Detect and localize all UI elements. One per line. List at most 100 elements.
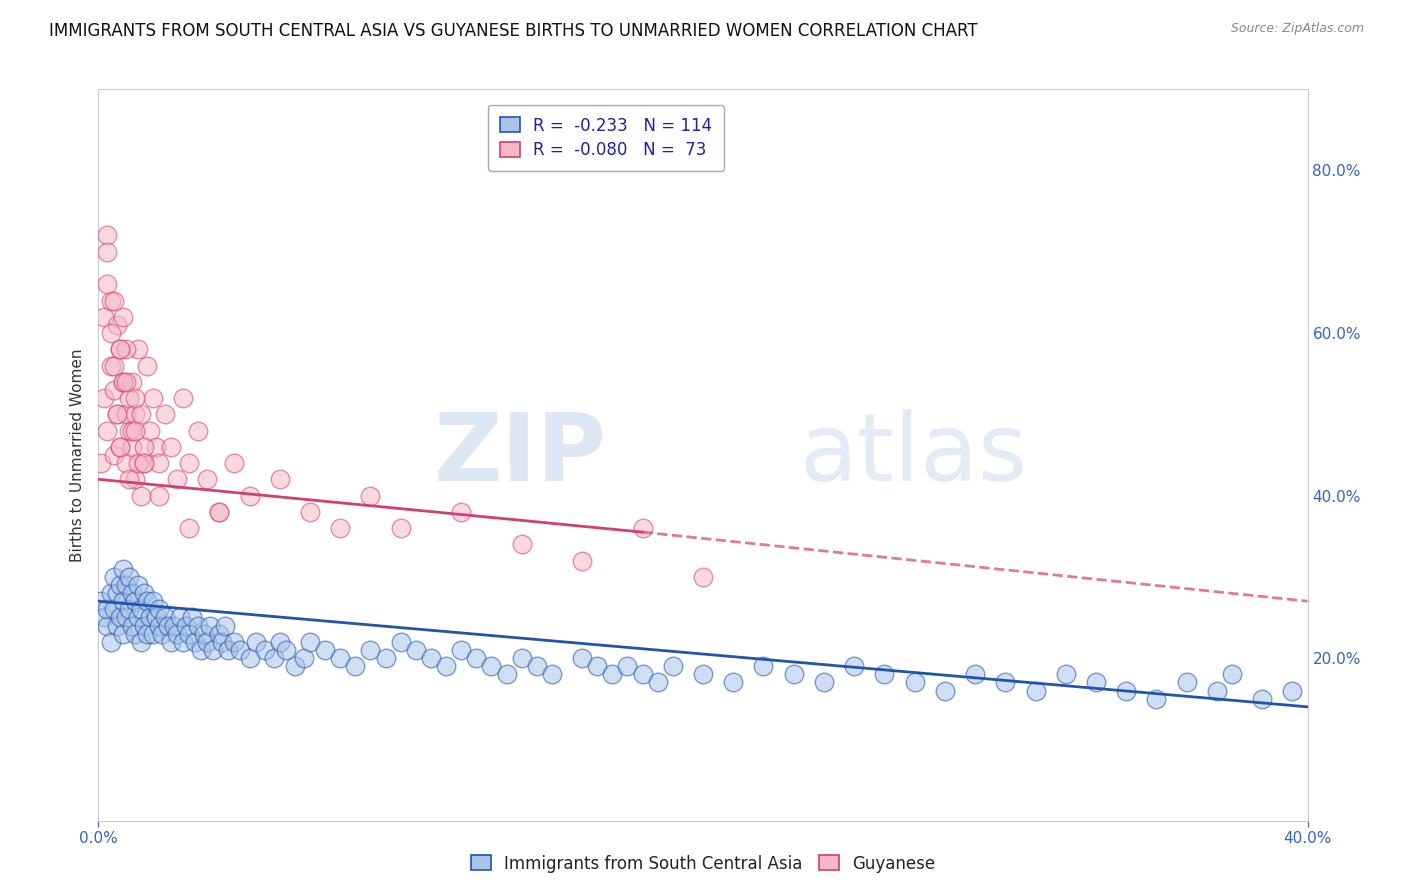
Point <box>360 643 382 657</box>
Legend: Immigrants from South Central Asia, Guyanese: Immigrants from South Central Asia, Guya… <box>464 848 942 880</box>
Point <box>571 553 593 567</box>
Point <box>193 626 215 640</box>
Point <box>93 310 115 324</box>
Point <box>148 602 170 616</box>
Point <box>96 228 118 243</box>
Point <box>571 651 593 665</box>
Point <box>153 610 176 624</box>
Point <box>96 277 118 292</box>
Point <box>121 440 143 454</box>
Point <box>245 635 267 649</box>
Point <box>172 635 194 649</box>
Point <box>108 610 131 624</box>
Point <box>1220 667 1243 681</box>
Point <box>139 424 162 438</box>
Point <box>105 618 128 632</box>
Point <box>96 602 118 616</box>
Point <box>752 659 775 673</box>
Point <box>284 659 307 673</box>
Point <box>1024 683 1046 698</box>
Point <box>181 610 204 624</box>
Point <box>148 489 170 503</box>
Point <box>135 359 157 373</box>
Point <box>114 343 136 357</box>
Point <box>166 626 188 640</box>
Point <box>465 651 488 665</box>
Point <box>1144 691 1167 706</box>
Point <box>121 586 143 600</box>
Legend: R =  -0.233   N = 114, R =  -0.080   N =  73: R = -0.233 N = 114, R = -0.080 N = 73 <box>488 105 724 171</box>
Point <box>405 643 427 657</box>
Point <box>269 472 291 486</box>
Point <box>187 618 209 632</box>
Point <box>208 505 231 519</box>
Point <box>661 659 683 673</box>
Point <box>510 651 533 665</box>
Point <box>108 440 131 454</box>
Text: ZIP: ZIP <box>433 409 606 501</box>
Point <box>292 651 315 665</box>
Point <box>124 594 146 608</box>
Point <box>103 359 125 373</box>
Point <box>239 489 262 503</box>
Point <box>214 618 236 632</box>
Point <box>1115 683 1137 698</box>
Point <box>108 343 131 357</box>
Text: atlas: atlas <box>800 409 1028 501</box>
Point <box>103 383 125 397</box>
Point <box>169 610 191 624</box>
Point <box>616 659 638 673</box>
Point <box>904 675 927 690</box>
Point <box>299 505 322 519</box>
Point <box>124 626 146 640</box>
Point <box>299 635 322 649</box>
Point <box>631 667 654 681</box>
Point <box>135 594 157 608</box>
Point <box>118 391 141 405</box>
Point <box>434 659 457 673</box>
Point <box>142 391 165 405</box>
Point <box>269 635 291 649</box>
Point <box>174 618 197 632</box>
Point <box>111 626 134 640</box>
Point <box>142 626 165 640</box>
Point <box>239 651 262 665</box>
Point <box>103 293 125 308</box>
Point <box>263 651 285 665</box>
Point <box>114 375 136 389</box>
Point <box>124 407 146 421</box>
Point <box>190 643 212 657</box>
Point <box>129 489 152 503</box>
Point <box>127 456 149 470</box>
Point <box>111 310 134 324</box>
Point <box>96 244 118 259</box>
Point <box>179 521 201 535</box>
Point <box>526 659 548 673</box>
Point <box>934 683 956 698</box>
Point <box>329 651 352 665</box>
Point <box>129 635 152 649</box>
Point <box>217 643 239 657</box>
Point <box>114 456 136 470</box>
Point <box>105 318 128 332</box>
Point <box>329 521 352 535</box>
Point <box>111 594 134 608</box>
Point <box>602 667 624 681</box>
Point <box>965 667 987 681</box>
Point <box>118 472 141 486</box>
Point <box>179 626 201 640</box>
Point <box>274 643 297 657</box>
Point <box>118 602 141 616</box>
Point <box>100 359 122 373</box>
Point <box>111 375 134 389</box>
Point <box>540 667 562 681</box>
Point <box>360 489 382 503</box>
Point <box>132 456 155 470</box>
Point <box>450 643 472 657</box>
Point <box>135 626 157 640</box>
Point <box>510 537 533 551</box>
Point <box>93 610 115 624</box>
Point <box>202 643 225 657</box>
Point <box>495 667 517 681</box>
Point <box>105 407 128 421</box>
